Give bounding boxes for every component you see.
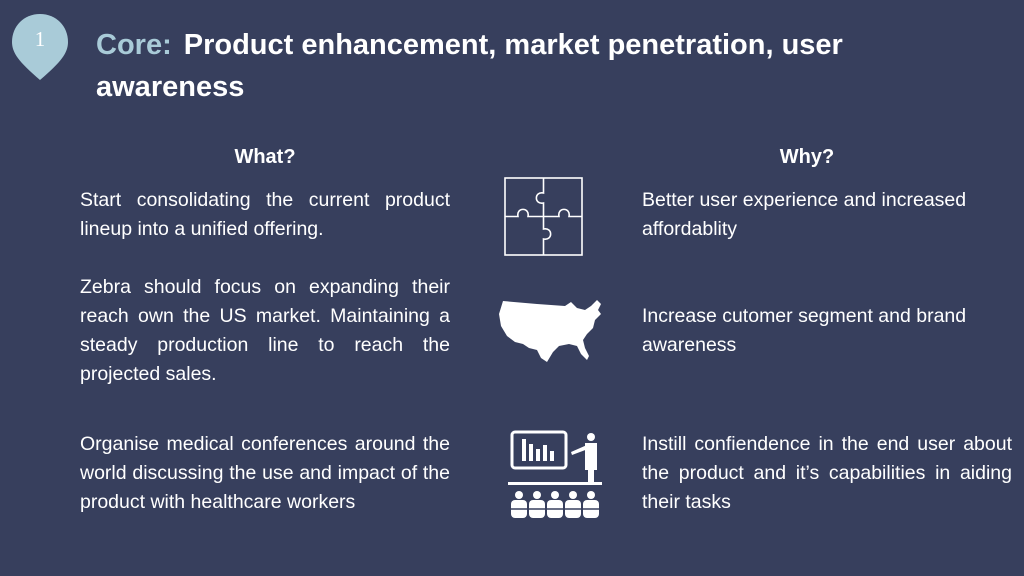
what-text-1: Start consolidating the current product … — [80, 189, 450, 240]
why-text-1: Better user experience and increased aff… — [642, 189, 967, 240]
puzzle-icon — [504, 177, 583, 256]
why-text-3: Instill confiendence in the end user abo… — [642, 433, 1012, 513]
why-heading: Why? — [779, 146, 835, 168]
page-title: Core: Product enhancement, market penetra… — [96, 24, 956, 108]
conference-presentation-icon — [508, 430, 602, 518]
what-heading: What? — [234, 146, 296, 168]
title-prefix: Core: — [96, 29, 172, 61]
title-text: Product enhancement, market penetration,… — [96, 29, 843, 103]
badge-pin-icon — [12, 14, 68, 80]
usa-map-icon — [499, 300, 601, 362]
why-text-2: Increase cutomer segment and brand aware… — [642, 305, 967, 356]
what-text-2: Zebra should focus on expanding their re… — [80, 276, 450, 385]
slide-number: 1 — [34, 27, 46, 51]
what-text-3: Organise medical conferences around the … — [80, 433, 450, 513]
